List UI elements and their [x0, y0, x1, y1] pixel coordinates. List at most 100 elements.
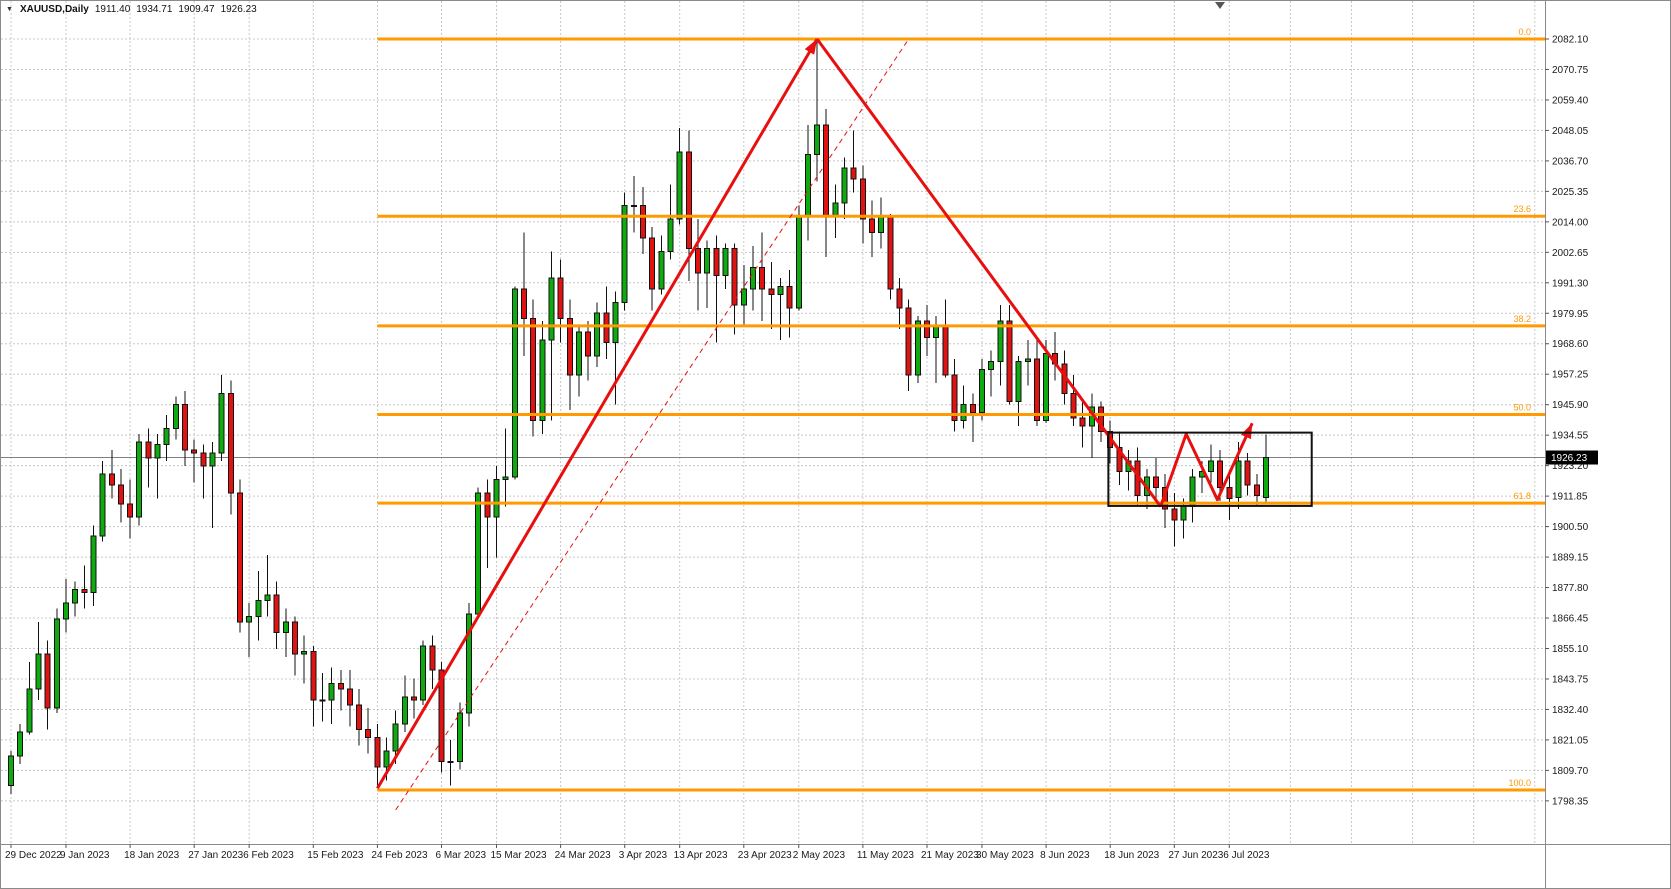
consolidation-rectangle[interactable]	[1107, 431, 1313, 507]
trendline-channel-dashed[interactable]	[395, 38, 910, 811]
candle-body	[108, 473, 115, 486]
price-label: 2048.05	[1552, 126, 1589, 137]
current-price-badge-text: 1926.23	[1551, 453, 1588, 464]
candle-body	[713, 248, 720, 277]
price-label: 2014.00	[1552, 217, 1589, 228]
candle-body	[1024, 358, 1031, 362]
candle-body	[621, 205, 628, 303]
fib-level-label: 100.0	[1508, 778, 1531, 788]
date-label: 18 Jun 2023	[1104, 850, 1159, 861]
candle-body	[200, 452, 207, 467]
candle-body	[997, 320, 1004, 362]
ohlc-open-value: 1911.40	[94, 4, 131, 15]
fib-level-label: 23.6	[1513, 204, 1531, 214]
candle-body	[356, 704, 363, 730]
candle-body	[145, 441, 152, 459]
candle-body	[72, 589, 79, 604]
candle-body	[328, 683, 335, 701]
candle-body	[667, 218, 674, 252]
candle-body	[786, 285, 793, 309]
trendline-path[interactable]	[1159, 422, 1254, 507]
candle-body	[337, 683, 344, 690]
candle-body	[1015, 360, 1022, 403]
candle-body	[960, 403, 967, 422]
candle-body	[1171, 508, 1178, 521]
price-label: 1866.45	[1552, 614, 1589, 625]
candle-body	[1033, 358, 1040, 422]
candle-body	[310, 650, 317, 701]
candle-body	[914, 320, 921, 376]
candle-body	[823, 124, 830, 217]
date-label: 8 Jun 2023	[1040, 850, 1090, 861]
price-label: 1821.05	[1552, 735, 1589, 746]
candle-body	[740, 288, 747, 306]
date-label: 29 Dec 2022	[5, 850, 62, 861]
price-label: 1900.50	[1552, 522, 1589, 533]
trendline-path[interactable]	[376, 38, 819, 790]
candle-body	[17, 731, 24, 757]
time-axis-area[interactable]	[1, 845, 1671, 889]
price-label: 1832.40	[1552, 705, 1589, 716]
candle-body	[749, 266, 756, 290]
price-label: 1798.35	[1552, 796, 1589, 807]
candle-body	[557, 277, 564, 320]
date-label: 6 Mar 2023	[436, 850, 487, 861]
fib-level-label: 61.8	[1513, 491, 1531, 501]
candle-body	[81, 589, 88, 593]
candle-body	[905, 307, 912, 376]
candle-body	[951, 374, 958, 422]
candle-body	[383, 750, 390, 768]
price-label: 2070.75	[1552, 65, 1589, 76]
price-label: 2025.35	[1552, 187, 1589, 198]
candle-body	[484, 492, 491, 518]
trendline-path[interactable]	[395, 38, 910, 811]
fib-retracement[interactable]: 0.0 23.6 38.2 50.0 61.8 100.0	[377, 27, 1545, 792]
candle-body	[127, 503, 134, 518]
trendline-projection-zigzag[interactable]	[1159, 422, 1254, 507]
date-label: 13 Apr 2023	[674, 850, 728, 861]
candle-body	[896, 288, 903, 309]
candle-body	[969, 403, 976, 413]
candle-body	[346, 688, 353, 706]
candle-body	[282, 621, 289, 634]
candle-body	[301, 650, 308, 655]
date-label: 2 May 2023	[793, 850, 846, 861]
candle-body	[832, 202, 839, 217]
candle-body	[136, 441, 143, 518]
candle-body	[933, 326, 940, 338]
candle-body	[218, 393, 225, 454]
candle-body	[795, 215, 802, 309]
price-label: 2002.65	[1552, 248, 1589, 259]
chart-shift-marker[interactable]	[1215, 2, 1225, 9]
candle-body	[869, 218, 876, 234]
candle-body	[695, 248, 701, 274]
candle-body	[163, 428, 170, 446]
candle-body	[237, 492, 243, 623]
candle-body	[1153, 476, 1159, 489]
candle-body	[429, 645, 436, 671]
date-label: 24 Mar 2023	[555, 850, 612, 861]
trendline-correction-down[interactable]	[815, 38, 1162, 508]
candle-body	[575, 331, 582, 376]
price-label: 1979.95	[1552, 309, 1589, 320]
candle-body	[374, 736, 381, 768]
price-label: 2059.40	[1552, 95, 1589, 106]
candle-body	[319, 699, 326, 702]
ohlc-high-value: 1934.71	[136, 4, 173, 15]
price-axis-area[interactable]	[1546, 1, 1671, 889]
candle-body	[90, 535, 97, 593]
candle-body	[859, 178, 866, 220]
trendline-impulse-up[interactable]	[376, 38, 819, 790]
symbol-dropdown-icon[interactable]: ▼	[6, 6, 13, 13]
date-label: 27 Jun 2023	[1168, 850, 1223, 861]
trendline-path[interactable]	[815, 38, 1162, 508]
arrowhead-icon	[804, 39, 818, 55]
candle-body	[887, 215, 894, 290]
candle-body	[1043, 352, 1050, 422]
candle-body	[1235, 460, 1242, 498]
candle-body	[530, 318, 537, 422]
candle-body	[209, 452, 216, 467]
candle-body	[246, 616, 253, 623]
